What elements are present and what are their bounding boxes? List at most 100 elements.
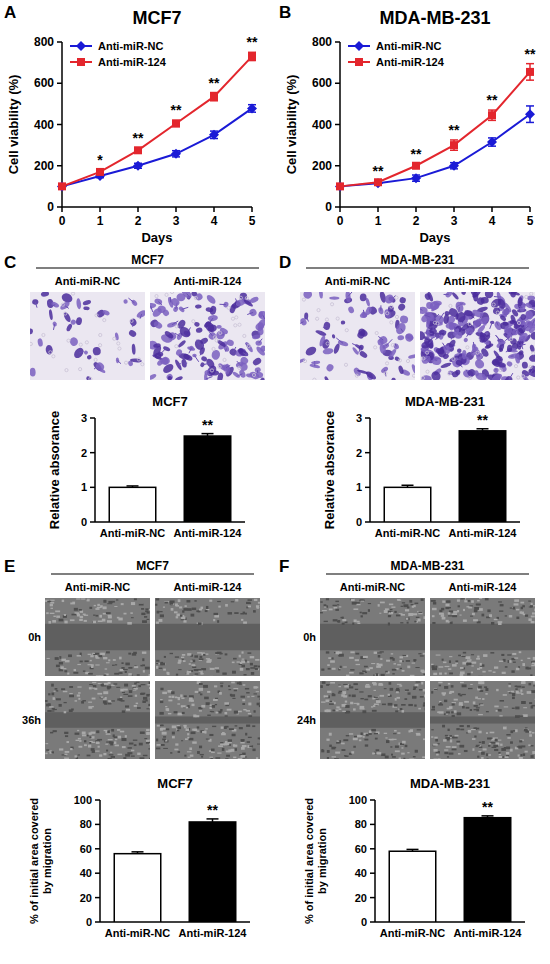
y-axis-label: Cell viability (%) [284, 75, 299, 175]
cell [525, 310, 535, 321]
marker [210, 93, 218, 101]
cell [368, 603, 371, 604]
pore [210, 369, 213, 372]
cell [256, 691, 259, 692]
cell [399, 660, 402, 663]
legend-marker [76, 41, 86, 51]
cell [84, 744, 87, 746]
pore [215, 339, 218, 342]
cell [443, 314, 449, 324]
cell [48, 693, 50, 695]
cell [66, 323, 74, 332]
cell [394, 321, 408, 336]
image-column-label: Anti-miR-124 [444, 275, 513, 287]
pore [326, 342, 329, 345]
cell [386, 671, 390, 673]
cell-process [204, 363, 211, 364]
cell [233, 757, 236, 759]
cell [95, 655, 97, 658]
cell [390, 612, 392, 613]
cell [160, 725, 164, 727]
y-tick-label: 100 [74, 794, 92, 806]
cell-process [509, 373, 513, 380]
cell [59, 662, 63, 665]
cell-process [194, 356, 198, 362]
image-column-label: Anti-miR-124 [174, 275, 243, 287]
cell [433, 673, 437, 675]
cell [133, 688, 138, 690]
cell [83, 670, 86, 671]
cell [220, 685, 223, 687]
cell [197, 652, 202, 653]
cell [134, 666, 138, 668]
error-bar [526, 64, 534, 81]
cell [406, 617, 410, 620]
cell [241, 747, 245, 750]
cell [148, 704, 150, 706]
cell-process [219, 304, 225, 305]
cell [179, 606, 182, 608]
pore [499, 369, 502, 372]
cell [140, 693, 144, 695]
cell-process [209, 331, 212, 335]
cell [56, 690, 59, 691]
cell [189, 663, 191, 665]
cell [133, 740, 137, 741]
pore [247, 344, 250, 347]
cell [163, 606, 165, 607]
cell [328, 657, 331, 659]
cell [69, 686, 73, 688]
significance: * [97, 152, 103, 168]
cell [156, 660, 159, 662]
cell [187, 733, 189, 735]
cell [253, 710, 255, 712]
cell [62, 311, 72, 323]
cell [333, 343, 341, 355]
cell [172, 732, 175, 735]
cell [210, 758, 213, 759]
cell [341, 320, 346, 324]
cell-process [170, 297, 171, 302]
cell [200, 754, 204, 755]
y-tick-label: 400 [34, 118, 54, 132]
panel-label: B [279, 3, 291, 22]
cell [207, 691, 210, 693]
cell [160, 688, 163, 690]
cell [122, 746, 126, 748]
cell [378, 604, 380, 607]
cell [104, 674, 107, 675]
cell [403, 655, 408, 657]
cell [146, 676, 150, 677]
cell [189, 738, 194, 740]
cell [98, 655, 102, 657]
cell [235, 599, 238, 601]
cell [242, 659, 245, 660]
x-tick-label: 2 [413, 214, 420, 228]
cell [142, 700, 146, 703]
cell [216, 670, 219, 673]
bar [184, 436, 231, 522]
pore [313, 378, 316, 380]
pore [239, 296, 242, 299]
cell-process [435, 335, 441, 339]
photo [430, 598, 535, 676]
cell [463, 337, 469, 343]
y-tick [365, 521, 370, 523]
cell [156, 739, 158, 742]
cell [185, 605, 187, 607]
x-tick-label: 5 [249, 214, 256, 228]
cell [362, 612, 367, 614]
cell-process [118, 360, 121, 363]
cell [347, 306, 355, 314]
cell [258, 602, 260, 604]
cell [83, 350, 89, 356]
cell [318, 335, 326, 348]
cell [76, 598, 80, 599]
image-header: MCF7 [131, 253, 164, 267]
cell [191, 732, 196, 735]
cell [256, 757, 258, 759]
y-tick [335, 165, 340, 167]
cell [224, 365, 235, 377]
cell [335, 609, 339, 611]
cell [86, 354, 92, 359]
